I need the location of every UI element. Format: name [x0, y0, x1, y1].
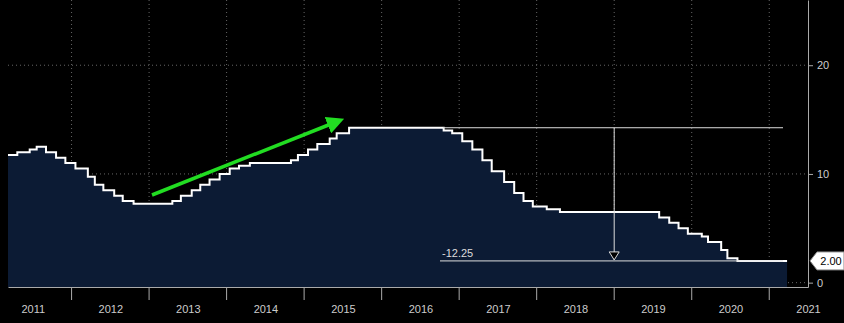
- y-tick-label: 0: [817, 277, 823, 289]
- x-separator: [536, 287, 537, 300]
- x-axis: 2011 2012 2013 2014 2015 2016 2017 2018 2019 2020…: [9, 287, 821, 315]
- x-tick: 2021: [796, 287, 820, 315]
- x-tick-label: 2017: [486, 303, 510, 315]
- trend-arrow: [152, 122, 336, 195]
- grid-line-y: [8, 65, 808, 66]
- grid-line-x: [769, 0, 770, 287]
- x-tick: 2020: [719, 287, 743, 315]
- reference-line: [443, 127, 783, 128]
- area: [8, 128, 787, 287]
- y-tick: 20: [808, 59, 829, 71]
- x-separator: [71, 287, 72, 300]
- x-tick-label: 2013: [176, 303, 200, 315]
- plot: [8, 128, 787, 287]
- difference-arrow: [614, 128, 615, 260]
- y-axis: 0 10 20: [808, 1, 829, 289]
- y-axis-line: [808, 1, 809, 288]
- x-separator: [691, 287, 692, 300]
- x-tick-label: 2012: [99, 303, 123, 315]
- x-tick: 2019: [641, 287, 665, 315]
- last-value-box: [810, 252, 844, 270]
- x-tick: 2014: [254, 287, 278, 315]
- x-tick: 2012: [99, 287, 123, 315]
- annotation-label: -12.25: [442, 247, 473, 259]
- x-tick-label: 2016: [409, 303, 433, 315]
- y-tick-mark: [808, 174, 813, 175]
- x-separator: [226, 287, 227, 300]
- x-axis-line: [9, 287, 809, 288]
- difference-arrowhead: [609, 252, 619, 260]
- x-tick-label: 2020: [719, 303, 743, 315]
- reference-line: [440, 260, 783, 261]
- grid-line-x: [614, 0, 615, 287]
- line: [8, 128, 787, 261]
- x-separator: [459, 287, 460, 300]
- x-tick: 2018: [564, 287, 588, 315]
- annotation: -12.25: [440, 128, 783, 261]
- y-tick-mark: [808, 65, 813, 66]
- x-tick-label: 2021: [796, 303, 820, 315]
- x-tick: 2017: [486, 287, 510, 315]
- x-tick: 2015: [331, 287, 355, 315]
- x-separator: [149, 287, 150, 300]
- last-value-label: 2.00: [820, 255, 841, 267]
- y-tick: 10: [808, 168, 829, 180]
- x-separator: [381, 287, 382, 300]
- x-tick: 2013: [176, 287, 200, 315]
- y-tick-label: 10: [817, 168, 829, 180]
- x-separator: [304, 287, 305, 300]
- x-separator: [769, 287, 770, 300]
- y-tick: 0: [808, 277, 823, 289]
- x-tick-label: 2015: [331, 303, 355, 315]
- y-tick-label: 20: [817, 59, 829, 71]
- x-tick-label: 2011: [21, 303, 45, 315]
- x-tick-label: 2014: [254, 303, 278, 315]
- last-value-tag: 2.00: [810, 252, 844, 270]
- grid: [8, 0, 808, 287]
- y-tick-mark: [808, 283, 813, 284]
- x-separator: [614, 287, 615, 300]
- chart: 2011201220132014201520162017201820192020…: [0, 0, 844, 323]
- x-tick-label: 2019: [641, 303, 665, 315]
- x-tick: 2016: [409, 287, 433, 315]
- x-tick-label: 2018: [564, 303, 588, 315]
- x-tick: 2011: [21, 287, 45, 315]
